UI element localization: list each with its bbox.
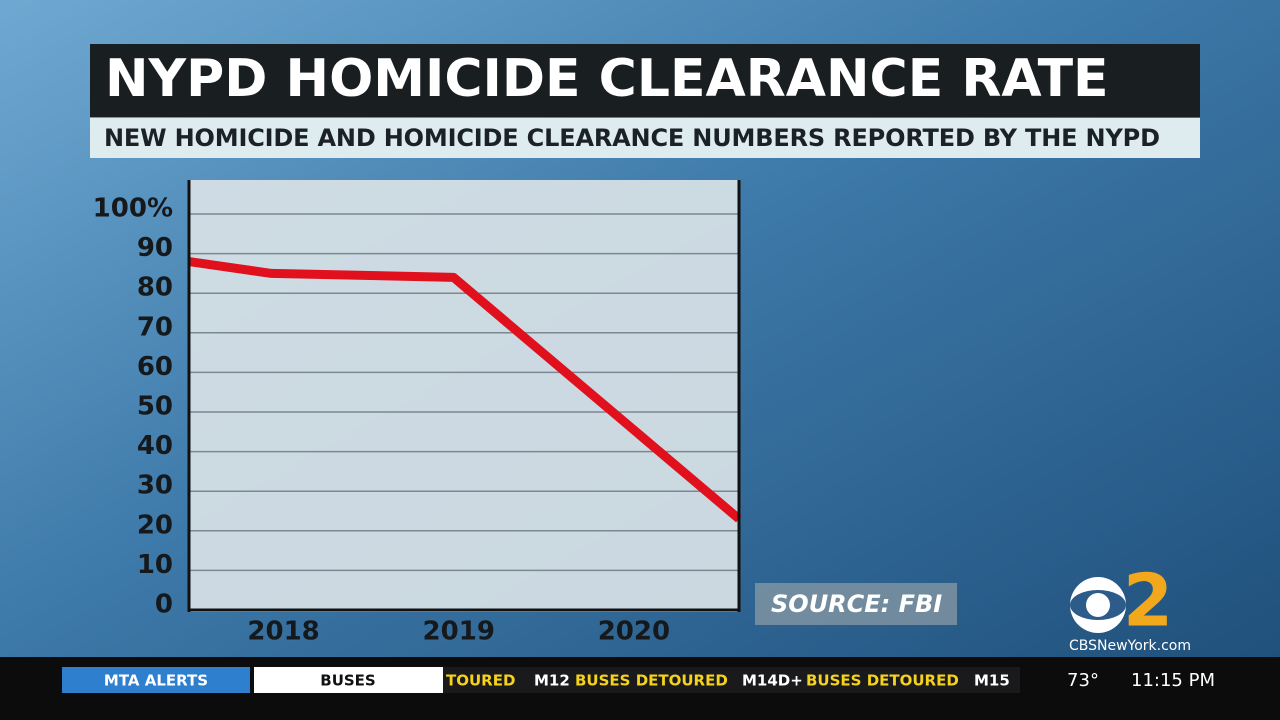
x-tick-label: 2020 [598, 617, 670, 647]
logo-site: CBSNewYork.com [1069, 638, 1191, 654]
y-tick-label: 50 [137, 392, 173, 422]
y-tick-label: 90 [137, 233, 173, 263]
data-line [188, 257, 742, 523]
ticker-item: BUSES DETOURED [575, 672, 728, 690]
chart-title: NYPD HOMICIDE CLEARANCE RATE [105, 49, 1109, 109]
ticker-topic-box [254, 667, 443, 693]
y-tick-label: 80 [137, 273, 173, 303]
y-tick-label: 10 [137, 550, 173, 580]
ticker-item: TOURED [446, 672, 515, 690]
ticker-temperature: 73° [1067, 670, 1099, 691]
logo-pupil [1086, 593, 1110, 617]
ticker-crawl-box [443, 667, 1020, 693]
logo-mark: 2 [1123, 559, 1173, 643]
plot-area [189, 180, 739, 612]
ticker-section-box [62, 667, 250, 693]
ticker-time: 11:15 PM [1131, 670, 1215, 691]
source-box [755, 583, 957, 625]
source-annotation: SOURCE: FBI [771, 590, 942, 618]
x-tick-label: 2018 [247, 617, 319, 647]
logo: 2 CBSNewYork.com [1069, 559, 1191, 654]
ticker-item: M15 [974, 672, 1010, 690]
chart-subtitle: NEW HOMICIDE AND HOMICIDE CLEARANCE NUMB… [104, 124, 1160, 152]
y-tick-label: 70 [137, 312, 173, 342]
y-tick-label: 0 [155, 590, 173, 620]
ticker-item: M14D+ [742, 672, 803, 690]
y-tick-label: 60 [137, 352, 173, 382]
plot [188, 213, 742, 612]
title-bar [90, 44, 1200, 117]
x-tick-label: 2019 [423, 617, 495, 647]
ticker-section: MTA ALERTS [104, 672, 208, 690]
subtitle-bar [90, 118, 1200, 158]
y-tick-label: 40 [137, 431, 173, 461]
y-tick-label: 30 [137, 471, 173, 501]
y-tick-label: 20 [137, 510, 173, 540]
y-tick-label: 100% [93, 194, 173, 224]
ticker-item: BUSES DETOURED [806, 672, 959, 690]
ticker-item: M12 [534, 672, 570, 690]
ticker-topic: BUSES [320, 672, 375, 690]
